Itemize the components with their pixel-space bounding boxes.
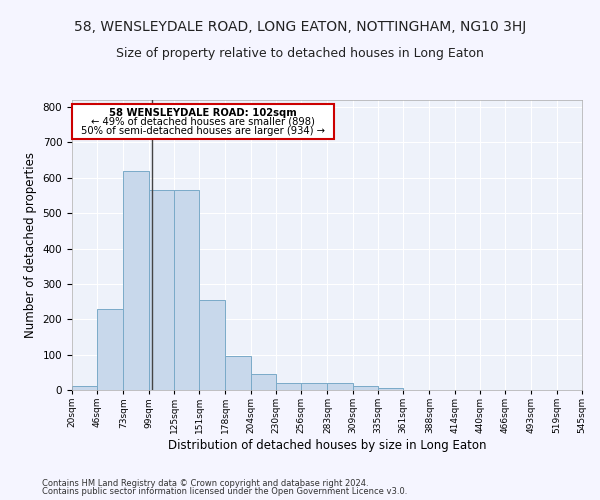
X-axis label: Distribution of detached houses by size in Long Eaton: Distribution of detached houses by size … xyxy=(168,439,486,452)
FancyBboxPatch shape xyxy=(72,104,334,139)
Bar xyxy=(226,356,251,390)
Bar xyxy=(174,190,199,390)
Bar xyxy=(276,383,301,390)
Text: Contains public sector information licensed under the Open Government Licence v3: Contains public sector information licen… xyxy=(42,488,407,496)
Bar xyxy=(72,386,97,390)
Bar xyxy=(199,300,226,390)
Y-axis label: Number of detached properties: Number of detached properties xyxy=(24,152,37,338)
Bar xyxy=(251,374,276,390)
Text: 58, WENSLEYDALE ROAD, LONG EATON, NOTTINGHAM, NG10 3HJ: 58, WENSLEYDALE ROAD, LONG EATON, NOTTIN… xyxy=(74,20,526,34)
Bar xyxy=(353,386,378,390)
Bar xyxy=(301,383,328,390)
Text: Contains HM Land Registry data © Crown copyright and database right 2024.: Contains HM Land Registry data © Crown c… xyxy=(42,478,368,488)
Text: 58 WENSLEYDALE ROAD: 102sqm: 58 WENSLEYDALE ROAD: 102sqm xyxy=(109,108,297,118)
Bar xyxy=(378,388,403,390)
Bar xyxy=(328,383,353,390)
Bar xyxy=(97,308,124,390)
Bar xyxy=(124,170,149,390)
Text: ← 49% of detached houses are smaller (898): ← 49% of detached houses are smaller (89… xyxy=(91,117,315,127)
Bar xyxy=(149,190,174,390)
Text: 50% of semi-detached houses are larger (934) →: 50% of semi-detached houses are larger (… xyxy=(81,126,325,136)
Text: Size of property relative to detached houses in Long Eaton: Size of property relative to detached ho… xyxy=(116,48,484,60)
